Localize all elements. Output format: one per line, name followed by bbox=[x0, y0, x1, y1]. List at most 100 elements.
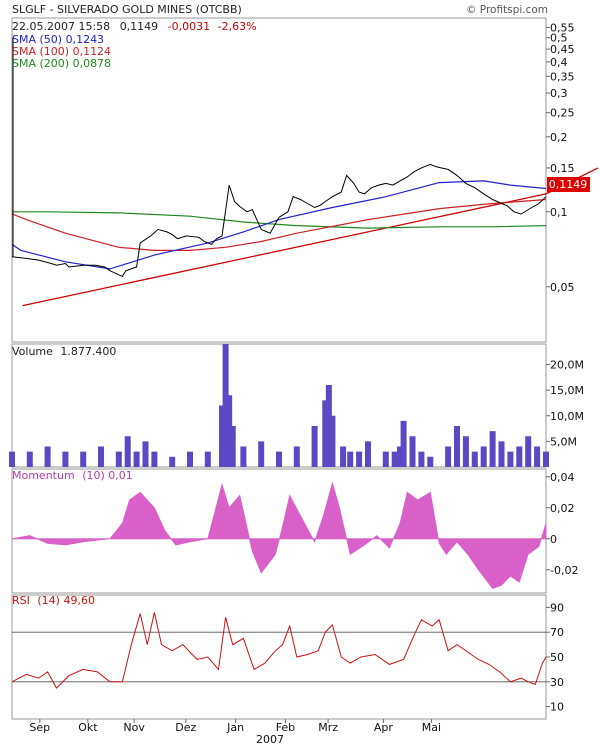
volume-bar bbox=[98, 446, 104, 467]
month-label: Apr bbox=[374, 721, 394, 734]
volume-bar bbox=[445, 446, 452, 467]
volume-bar bbox=[498, 441, 505, 467]
volume-bar bbox=[454, 426, 460, 467]
volume-bar bbox=[219, 405, 226, 467]
volume-bar bbox=[480, 446, 487, 467]
volume-bar bbox=[80, 451, 87, 467]
volume-bar bbox=[507, 451, 514, 467]
month-label: Mai bbox=[422, 721, 441, 734]
chart-marks bbox=[9, 37, 599, 689]
rsi-tick-label: 10 bbox=[550, 701, 564, 714]
volume-bar bbox=[418, 451, 425, 467]
legend-sma50: SMA (50) 0,1243 bbox=[12, 33, 104, 46]
volume-bar bbox=[240, 446, 247, 467]
price-tick-label: 0,5 bbox=[550, 32, 568, 45]
volume-bar bbox=[124, 436, 131, 467]
mom-panel-frame bbox=[11, 468, 547, 594]
month-label: Nov bbox=[123, 721, 145, 734]
price-tick-label: 0,3 bbox=[550, 87, 568, 100]
volume-bar bbox=[391, 451, 398, 467]
axis-ticks: 0,550,50,450,40,35 0,3 0,25 0,2 0,15 0,1 0,05 2… bbox=[546, 21, 584, 714]
volume-bar bbox=[397, 446, 404, 467]
volume-bar bbox=[142, 441, 149, 467]
month-labels: Sep Okt Nov Dez Jan Feb Mrz Apr Mai bbox=[29, 719, 441, 734]
sma200-line bbox=[12, 211, 547, 229]
legend-sma200: SMA (200) 0,0878 bbox=[12, 57, 111, 70]
reference-lines bbox=[12, 538, 546, 683]
year-label: 2007 bbox=[256, 733, 284, 746]
volume-tick-label: 5,0M bbox=[550, 435, 577, 448]
volume-bar bbox=[276, 451, 282, 467]
volume-bar bbox=[26, 451, 33, 467]
volume-bar bbox=[525, 436, 532, 467]
momentum-tick-label: 0,04 bbox=[550, 471, 575, 484]
momentum-label: Momentum (10) 0,01 bbox=[12, 469, 133, 482]
volume-bar bbox=[489, 431, 496, 467]
volume-bar bbox=[400, 420, 407, 467]
volume-bar bbox=[382, 451, 389, 467]
volume-bar bbox=[347, 451, 354, 467]
volume-bar bbox=[62, 451, 69, 467]
price-tag: 0,1149 bbox=[549, 178, 588, 191]
sma50-line bbox=[11, 180, 547, 270]
price-tick-label: 0,35 bbox=[550, 70, 575, 83]
sma100-line bbox=[11, 198, 547, 251]
volume-bar bbox=[516, 446, 523, 467]
quote-change-pct: -2,63% bbox=[218, 20, 257, 33]
volume-bar bbox=[462, 436, 469, 467]
month-label: Feb bbox=[276, 721, 295, 734]
quote-line: 22.05.2007 15:58 0,1149 -0,0031 -2,63% bbox=[12, 20, 257, 33]
price-tick-label: 0,15 bbox=[550, 162, 575, 175]
quote-price: 0,1149 bbox=[120, 20, 159, 33]
volume-bar bbox=[222, 344, 229, 467]
rsi-tick-label: 50 bbox=[550, 651, 564, 664]
volume-bar bbox=[365, 441, 371, 467]
volume-bar bbox=[340, 446, 347, 467]
volume-bar bbox=[311, 426, 318, 467]
volume-bar bbox=[226, 395, 233, 467]
volume-bar bbox=[44, 446, 51, 467]
volume-bar bbox=[534, 446, 541, 467]
volume-bar bbox=[9, 451, 15, 467]
volume-bar bbox=[322, 400, 329, 467]
price-tick-label: 0,4 bbox=[550, 56, 568, 69]
volume-bar bbox=[409, 436, 416, 467]
brand-logo-text[interactable]: © Profitspi.com bbox=[466, 4, 548, 16]
month-label: Mrz bbox=[318, 721, 338, 734]
price-tick-label: 0,55 bbox=[550, 21, 575, 34]
volume-bar bbox=[356, 451, 363, 467]
price-tick-label: 0,2 bbox=[550, 131, 568, 144]
momentum-tick-label: 0 bbox=[550, 533, 557, 546]
price-tick-label: 0,1 bbox=[550, 206, 568, 219]
rsi-line bbox=[11, 612, 547, 689]
volume-bar bbox=[325, 385, 332, 467]
volume-tick-label: 10,0M bbox=[550, 410, 584, 423]
price-tag-box bbox=[547, 177, 590, 192]
momentum-area bbox=[11, 481, 547, 589]
volume-bar bbox=[427, 456, 434, 467]
rsi-tick-label: 90 bbox=[550, 601, 564, 614]
month-label: Sep bbox=[29, 721, 50, 734]
price-panel-frame bbox=[11, 17, 547, 343]
volume-bar bbox=[229, 426, 236, 467]
volume-bar bbox=[169, 456, 176, 467]
volume-label: Volume 1.877.400 bbox=[12, 345, 116, 358]
rsi-tick-label: 30 bbox=[550, 676, 564, 689]
price-tick-label: 0,45 bbox=[550, 43, 575, 56]
month-label: Okt bbox=[78, 721, 98, 734]
volume-tick-label: 15,0M bbox=[550, 384, 584, 397]
trendline bbox=[22, 193, 547, 307]
momentum-tick-label: 0,02 bbox=[550, 502, 575, 515]
volume-bar bbox=[471, 451, 478, 467]
volume-bar bbox=[293, 446, 300, 467]
volume-bar bbox=[204, 451, 211, 467]
month-label: Jan bbox=[226, 721, 244, 734]
price-line bbox=[11, 163, 547, 278]
rsi-label: RSI (14) 49,60 bbox=[12, 594, 95, 607]
momentum-tick-label: -0,02 bbox=[550, 564, 578, 577]
rsi-tick-label: 70 bbox=[550, 626, 564, 639]
volume-bar bbox=[151, 451, 158, 467]
price-tick-label: 0,05 bbox=[550, 281, 575, 294]
panel-frames bbox=[11, 17, 547, 720]
